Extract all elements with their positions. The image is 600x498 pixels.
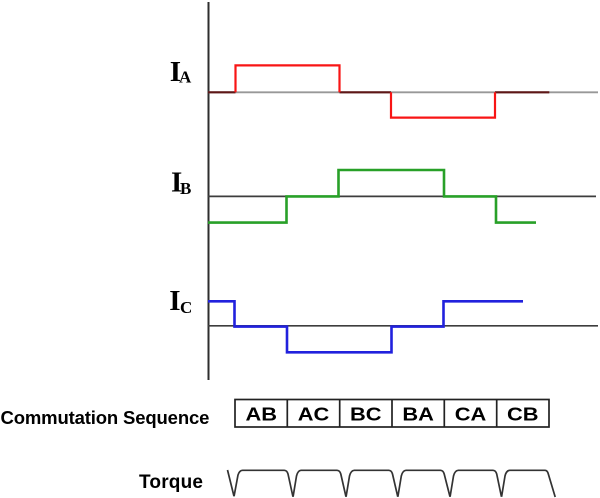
svg-text:BC: BC	[350, 405, 382, 425]
svg-text:I: I	[170, 56, 181, 88]
svg-text:Commutation Sequence: Commutation Sequence	[1, 407, 210, 428]
svg-text:C: C	[180, 298, 192, 317]
svg-text:CB: CB	[507, 405, 539, 425]
svg-text:Torque: Torque	[139, 472, 203, 493]
svg-text:BA: BA	[402, 405, 434, 425]
svg-text:I: I	[171, 167, 182, 199]
svg-text:AC: AC	[298, 405, 330, 425]
svg-text:CA: CA	[455, 405, 487, 425]
svg-text:I: I	[169, 285, 180, 317]
svg-text:B: B	[180, 179, 191, 198]
svg-text:AB: AB	[245, 405, 277, 425]
svg-text:A: A	[179, 68, 192, 87]
